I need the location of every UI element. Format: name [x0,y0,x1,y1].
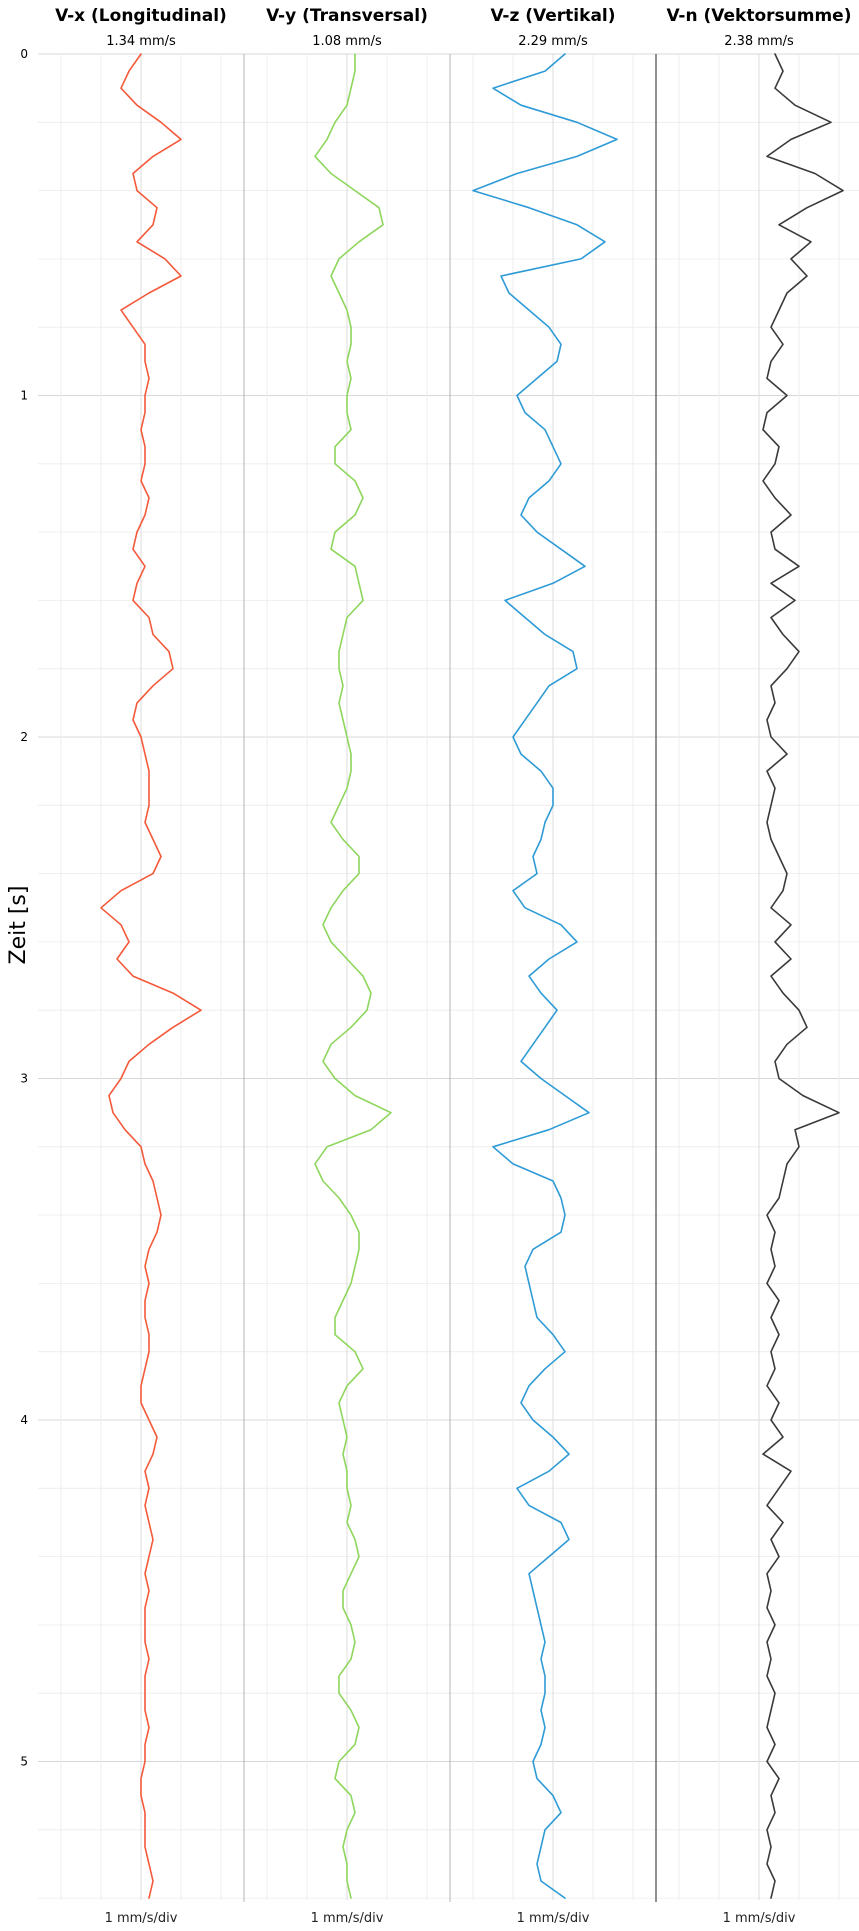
panel-scale-label: 1 mm/s/div [105,1911,178,1926]
panel-scale-label: 1 mm/s/div [311,1911,384,1926]
panel-scale-label: 1 mm/s/div [517,1911,590,1926]
y-tick-label: 2 [20,730,28,744]
y-tick-label: 1 [20,389,28,403]
panel-title: V-y (Transversal) [266,6,428,26]
y-tick-label: 0 [20,47,28,61]
grid [38,53,859,1900]
panel-title: V-x (Longitudinal) [55,6,227,26]
trace-vx [100,53,202,1899]
trace-vy [314,53,392,1899]
trace-vz [472,53,618,1899]
panel-dividers [243,54,657,1902]
panel-scale-label: 1 mm/s/div [723,1911,796,1926]
y-tick-label: 4 [20,1413,28,1427]
panel-title: V-z (Vertikal) [490,6,615,26]
y-tick-label: 5 [20,1755,28,1769]
panel-peak-value: 1.08 mm/s [312,34,382,49]
traces [100,53,844,1899]
y-axis-label: Zeit [s] [6,886,31,965]
panel-peak-value: 2.38 mm/s [724,34,794,49]
y-tick-label: 3 [20,1072,28,1086]
panel-peak-value: 2.29 mm/s [518,34,588,49]
panel-title: V-n (Vektorsumme) [667,6,852,26]
trace-vn [762,53,844,1899]
panel-peak-value: 1.34 mm/s [106,34,176,49]
labels: Zeit [s] 0 1 2 3 4 5 V-x (Longitudinal) 1.34 mm… [6,6,851,1926]
